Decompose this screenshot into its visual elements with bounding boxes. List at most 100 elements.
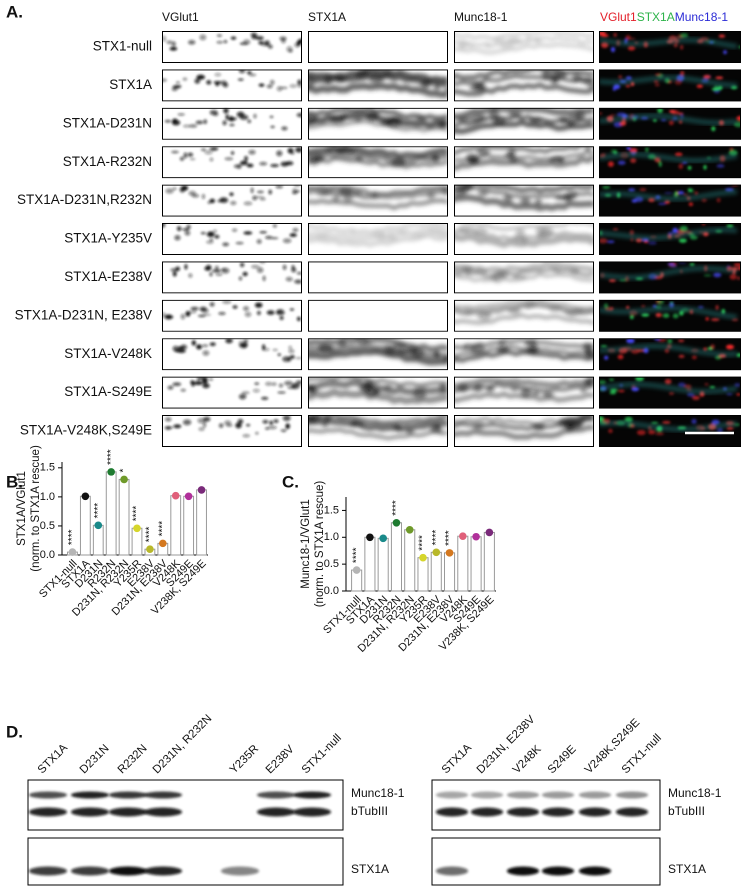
- neurite-strand: [454, 267, 594, 279]
- micrograph: [454, 69, 594, 102]
- blob: [316, 232, 329, 241]
- micrograph-bg: [162, 69, 302, 102]
- punctum: [296, 316, 301, 322]
- blob: [496, 346, 510, 354]
- micrograph: [454, 107, 594, 140]
- punctum: [272, 348, 278, 351]
- punctum: [258, 83, 265, 87]
- micrograph-frame: [162, 31, 302, 63]
- punctum: [259, 231, 267, 234]
- punctum: [672, 227, 678, 234]
- micrograph-bg: [162, 261, 302, 294]
- punctum: [709, 386, 716, 389]
- band: [435, 866, 469, 876]
- punctum: [216, 34, 222, 37]
- punctum: [164, 426, 173, 429]
- punctum: [266, 310, 275, 315]
- punctum: [259, 161, 268, 166]
- micrograph-frame: [308, 376, 448, 409]
- punctum: [223, 107, 229, 114]
- blob: [582, 342, 593, 351]
- band: [143, 791, 183, 799]
- punctum: [694, 191, 698, 196]
- punctum: [203, 119, 207, 125]
- band: [470, 807, 504, 817]
- punctum: [191, 340, 196, 346]
- micrograph-frame: [162, 338, 302, 371]
- blob: [433, 83, 441, 91]
- punctum: [736, 276, 741, 280]
- y-tick-label: 0.5: [324, 558, 339, 570]
- punctum: [691, 355, 697, 360]
- punctum: [281, 39, 286, 44]
- blob: [318, 343, 334, 354]
- micrograph-frame: [599, 415, 741, 447]
- blob: [381, 72, 393, 79]
- band: [256, 791, 296, 799]
- blob: [542, 391, 554, 398]
- punctum: [202, 383, 210, 389]
- punctum: [196, 74, 206, 80]
- punctum: [181, 185, 189, 191]
- punctum: [262, 344, 266, 350]
- punctum: [214, 234, 220, 239]
- micrograph: [599, 338, 741, 371]
- band: [143, 807, 183, 817]
- micrograph-frame: [308, 69, 448, 102]
- mean-dot: [68, 548, 77, 556]
- blob: [502, 194, 513, 203]
- blob: [349, 229, 357, 237]
- punctum: [648, 429, 656, 435]
- punctum: [608, 161, 614, 167]
- significance: *: [119, 468, 130, 472]
- neurite-strand: [463, 223, 594, 231]
- bar: [404, 529, 416, 592]
- punctum: [250, 187, 254, 194]
- micrograph: [599, 184, 741, 217]
- neurite: [599, 420, 738, 432]
- punctum: [294, 279, 302, 284]
- bar: [457, 535, 469, 592]
- punctum: [222, 120, 227, 126]
- punctum: [662, 421, 671, 424]
- punctum: [230, 200, 237, 206]
- micrograph-frame: [454, 184, 594, 217]
- neurite-strand: [454, 146, 594, 156]
- neurite-strand: [454, 272, 594, 284]
- blob: [308, 114, 318, 124]
- micrograph-frame: [162, 146, 302, 179]
- neurite-strand: [308, 338, 448, 353]
- punctum: [238, 69, 246, 74]
- punctum: [691, 418, 697, 425]
- blob: [559, 418, 570, 424]
- puncta: [164, 415, 291, 438]
- punctum: [172, 118, 178, 123]
- y-axis-title: STX1A/VGlut1: [16, 471, 28, 546]
- punctum: [657, 107, 663, 114]
- punctum: [237, 419, 244, 424]
- blob: [473, 227, 489, 237]
- puncta: [162, 32, 302, 53]
- punctum: [648, 240, 657, 245]
- blob: [465, 226, 476, 231]
- punctum: [618, 389, 625, 393]
- punctum: [246, 423, 251, 427]
- punctum: [209, 109, 218, 116]
- punctum: [238, 393, 247, 400]
- band: [28, 791, 68, 799]
- mean-dot: [445, 549, 454, 557]
- neurite: [454, 415, 594, 440]
- puncta: [162, 223, 299, 247]
- puncta: [162, 300, 301, 322]
- punctum: [625, 84, 631, 88]
- punctum: [736, 353, 741, 358]
- band: [435, 791, 469, 799]
- blob: [384, 346, 396, 356]
- band-label: STX1A: [351, 862, 389, 876]
- neurite-strand: [454, 261, 594, 274]
- blob: [510, 386, 519, 392]
- punctum: [272, 224, 277, 228]
- blot-top: [431, 779, 661, 831]
- micrograph-frame: [308, 415, 448, 447]
- punctum: [223, 82, 229, 88]
